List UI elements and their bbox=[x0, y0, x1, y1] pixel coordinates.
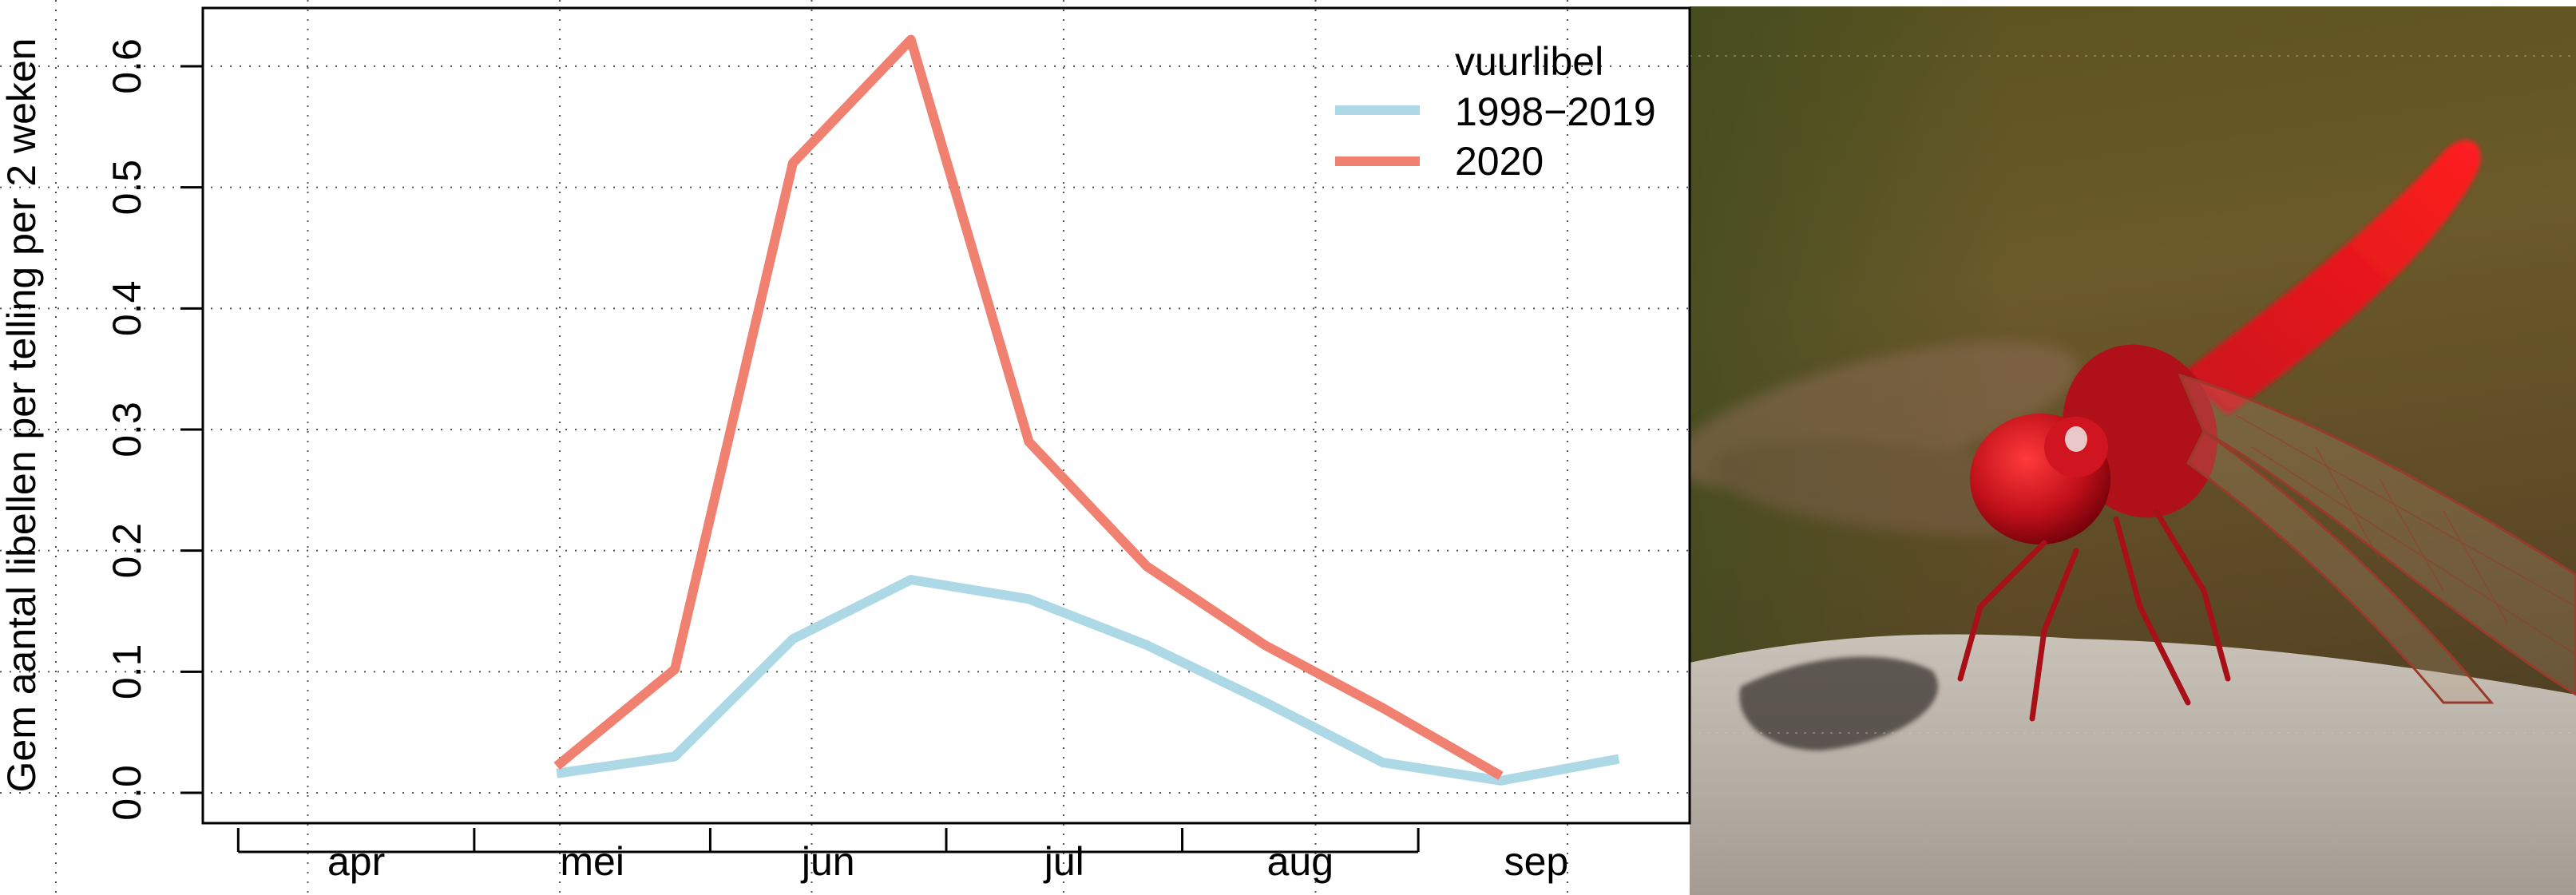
series-line-1998-2019 bbox=[556, 575, 1620, 786]
y-tick-label: 0.0 bbox=[105, 765, 149, 821]
x-tick-label-sep: sep bbox=[1504, 839, 1569, 884]
y-axis: 0.0 0.1 0.2 0.3 0.4 0.5 0.6 bbox=[105, 38, 204, 821]
grid bbox=[0, 0, 1690, 895]
x-axis: apr mei jun jul aug sep bbox=[236, 828, 1569, 884]
legend: vuurlibel 1998−2019 2020 bbox=[1335, 39, 1656, 184]
legend-label-2020: 2020 bbox=[1455, 139, 1544, 184]
y-tick-label: 0.6 bbox=[105, 38, 149, 94]
x-tick-label-aug: aug bbox=[1267, 839, 1334, 884]
y-tick-label: 0.2 bbox=[105, 523, 149, 579]
legend-title: vuurlibel bbox=[1455, 39, 1603, 84]
x-tick-label-apr: apr bbox=[327, 839, 385, 884]
y-tick-label: 0.1 bbox=[105, 644, 149, 700]
x-tick-label-mei: mei bbox=[560, 839, 624, 884]
x-tick-label-jul: jul bbox=[1043, 839, 1084, 884]
x-tick-label-jun: jun bbox=[800, 839, 855, 884]
y-axis-title: Gem aantal libellen per telling per 2 we… bbox=[0, 38, 44, 793]
dragonfly-photo bbox=[1690, 6, 2576, 895]
series-layer bbox=[553, 34, 1620, 786]
y-tick-label: 0.5 bbox=[105, 160, 149, 216]
legend-label-1998-2019: 1998−2019 bbox=[1455, 89, 1656, 134]
series-line-2020 bbox=[553, 34, 1504, 781]
y-tick-label: 0.4 bbox=[105, 281, 149, 337]
y-tick-label: 0.3 bbox=[105, 402, 149, 457]
